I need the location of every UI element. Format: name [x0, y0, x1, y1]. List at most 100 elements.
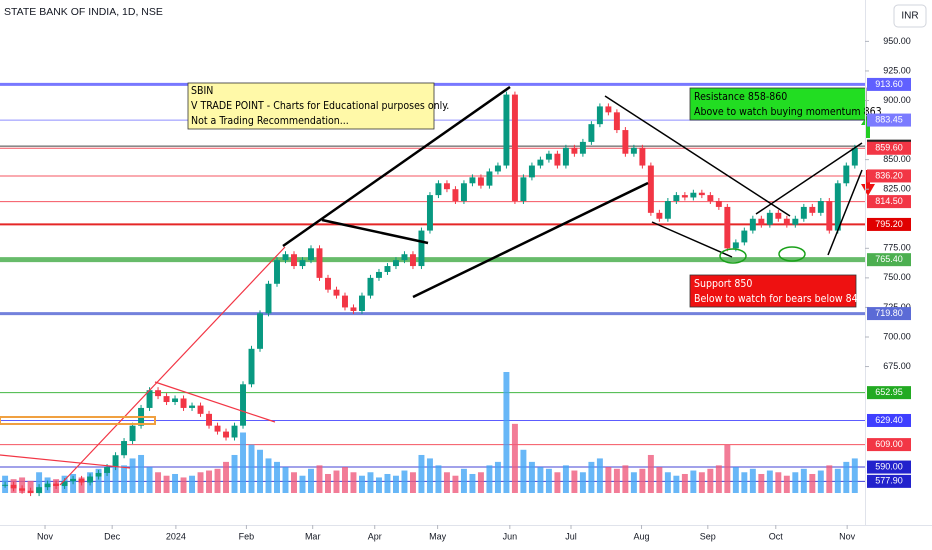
volume-bar	[359, 475, 365, 493]
candle	[622, 130, 629, 154]
x-tick-label: 2024	[166, 531, 186, 541]
candle	[613, 112, 620, 131]
candle	[647, 165, 654, 213]
volume-bar	[639, 468, 646, 493]
x-tick-label: Sep	[700, 531, 716, 541]
volume-bar	[690, 470, 697, 493]
volume-bar	[129, 458, 136, 493]
candle	[605, 106, 612, 113]
trend-line	[282, 85, 511, 248]
volume-bar	[325, 473, 331, 493]
candle	[257, 313, 263, 349]
candle	[596, 106, 603, 125]
volume-bar	[528, 461, 535, 493]
x-tick-label: May	[429, 531, 447, 541]
candle	[172, 398, 179, 403]
price-level-tag	[867, 386, 911, 400]
resistance-background	[689, 87, 867, 121]
marker	[778, 246, 806, 262]
candle	[775, 212, 782, 219]
trend-line	[755, 142, 863, 215]
candle	[350, 307, 357, 311]
volume-bar	[401, 470, 408, 493]
candles	[2, 91, 858, 497]
currency[interactable]: INR	[901, 11, 918, 22]
candle	[299, 260, 306, 267]
candle	[223, 431, 229, 438]
volume-bar	[19, 477, 26, 493]
candle	[800, 206, 807, 219]
currency-button[interactable]	[893, 4, 927, 28]
volume-bar	[613, 468, 620, 493]
price-level-label: 836.20	[875, 170, 903, 180]
volume-bar	[282, 467, 289, 493]
candle	[494, 165, 501, 172]
candle	[274, 260, 280, 284]
candle	[673, 195, 680, 202]
volume-bar	[223, 461, 229, 493]
volume-bar	[333, 470, 340, 493]
candle	[758, 218, 765, 225]
volume-bar	[265, 458, 272, 493]
zone	[0, 416, 156, 425]
candle	[460, 183, 467, 202]
volume-bar	[588, 461, 595, 493]
volume-bar	[843, 461, 850, 493]
x-tick-label: Aug	[634, 531, 650, 541]
volume-bar	[494, 461, 501, 493]
trend-line	[651, 221, 733, 258]
candle	[121, 441, 128, 456]
volume-bar	[851, 458, 858, 493]
volume-bar	[350, 472, 357, 493]
resistance-box: Resistance 858-860 Above to watch buying…	[689, 87, 882, 121]
candle	[44, 483, 51, 488]
candle	[809, 206, 816, 213]
volume-bar	[146, 467, 153, 493]
volume-bar	[95, 468, 102, 493]
candle	[834, 183, 841, 231]
arrow-down	[861, 170, 875, 196]
volume-bar	[477, 472, 484, 493]
candle	[851, 147, 858, 166]
y-tick-label: 825.00	[883, 184, 911, 194]
price-level-label: 719.80	[875, 308, 903, 318]
candle	[248, 348, 255, 385]
volume-bar	[809, 473, 816, 493]
volume-bar	[452, 475, 459, 493]
candle	[452, 189, 459, 202]
candle	[129, 425, 136, 442]
candle	[10, 484, 17, 489]
volume-bar	[800, 468, 807, 493]
volume-bar	[240, 432, 246, 493]
candle	[426, 195, 433, 231]
candle	[146, 390, 153, 408]
volume-bar	[817, 470, 824, 493]
trend-line	[59, 246, 286, 486]
candle	[316, 248, 323, 278]
volume-bar	[834, 468, 841, 493]
volume-bar	[520, 449, 527, 493]
volume-bar	[724, 444, 731, 493]
y-tick-label: 850.00	[883, 154, 911, 164]
candle	[367, 277, 374, 296]
trend-line	[604, 95, 791, 217]
price-level-tag	[867, 460, 911, 474]
candle	[282, 254, 289, 261]
volume-bar	[367, 472, 374, 493]
volume-bar	[384, 473, 391, 493]
volume-bar	[248, 444, 255, 493]
candle	[189, 405, 196, 408]
candle	[163, 396, 170, 403]
volume-bar	[503, 372, 510, 493]
volume-bar	[783, 475, 790, 493]
candle	[783, 218, 790, 225]
x-tick-label: Mar	[305, 531, 321, 541]
candle	[477, 177, 484, 186]
volume-bar	[741, 472, 748, 493]
candle	[342, 295, 348, 308]
candle	[741, 230, 748, 243]
candle	[375, 271, 382, 278]
trend-line	[154, 381, 276, 423]
volume-bar	[758, 473, 765, 493]
price-level-label: 577.90	[875, 476, 903, 486]
